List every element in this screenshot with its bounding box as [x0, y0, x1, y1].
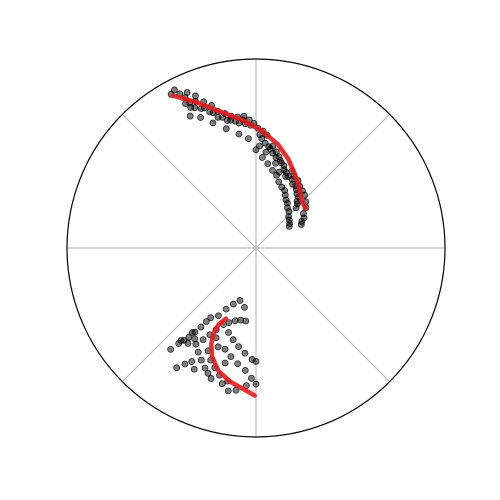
fit-lower-line: [209, 316, 257, 398]
data-point-149: [229, 300, 237, 308]
data-point-120: [229, 336, 237, 344]
data-point-132: [197, 356, 205, 364]
data-point-1: [171, 86, 178, 94]
spoke-45: [255, 114, 390, 249]
data-point-142: [173, 364, 181, 372]
data-point-121: [235, 343, 243, 351]
data-point-119: [225, 329, 232, 336]
data-point-155: [214, 343, 222, 351]
data-point-151: [215, 312, 222, 320]
data-point-117: [231, 317, 239, 325]
data-point-92: [275, 168, 283, 176]
data-point-98: [209, 119, 217, 127]
data-point-128: [241, 366, 249, 374]
data-point-35: [258, 135, 266, 142]
fit-upper-line: [170, 93, 308, 211]
data-point-109: [177, 337, 185, 344]
data-point-100: [186, 112, 194, 120]
data-point-103: [197, 323, 205, 331]
data-point-102: [202, 318, 210, 326]
data-point-131: [194, 348, 202, 356]
data-point-135: [207, 375, 215, 382]
data-point-64: [258, 154, 266, 161]
data-point-126: [227, 353, 235, 361]
data-point-144: [188, 358, 196, 365]
data-point-96: [235, 130, 243, 138]
data-point-62: [244, 135, 252, 143]
data-point-143: [181, 360, 189, 368]
data-point-125: [221, 345, 229, 353]
data-point-156: [221, 359, 229, 367]
data-point-146: [242, 317, 250, 325]
data-point-99: [197, 114, 205, 121]
data-point-41: [269, 142, 277, 150]
data-point-66: [269, 166, 276, 174]
spoke-315: [255, 247, 390, 382]
data-point-116: [225, 319, 233, 326]
data-point-145: [190, 365, 198, 373]
data-point-101: [207, 314, 215, 322]
polar-grid: [67, 59, 445, 437]
data-point-133: [201, 364, 209, 372]
data-point-110: [188, 329, 196, 336]
data-point-127: [234, 360, 242, 368]
spoke-135: [122, 114, 257, 249]
fit-curves: [170, 93, 308, 398]
data-point-91: [297, 221, 305, 228]
polar-frame: [66, 58, 446, 438]
data-point-93: [272, 159, 279, 167]
outer-circle: [66, 58, 446, 438]
data-point-140: [218, 380, 226, 388]
data-point-147: [241, 303, 248, 311]
data-point-124: [252, 357, 260, 365]
data-point-108: [167, 345, 175, 353]
data-point-68: [275, 178, 283, 186]
data-point-6: [183, 89, 191, 96]
data-point-129: [248, 374, 255, 382]
data-point-148: [236, 297, 244, 304]
data-point-94: [262, 148, 270, 156]
data-point-152: [191, 335, 199, 343]
spoke-225: [122, 247, 257, 382]
data-point-61: [292, 204, 300, 212]
data-point-130: [252, 380, 260, 388]
data-point-79: [285, 222, 293, 230]
data-point-122: [241, 349, 249, 357]
data-point-65: [264, 160, 272, 168]
scatter-points: [167, 86, 310, 395]
data-point-141: [224, 387, 232, 395]
data-point-150: [222, 305, 230, 313]
data-point-112: [199, 336, 207, 344]
data-point-95: [256, 142, 263, 150]
data-point-153: [184, 339, 192, 347]
data-point-8: [191, 104, 199, 112]
data-point-97: [222, 125, 230, 133]
data-point-134: [204, 369, 212, 377]
